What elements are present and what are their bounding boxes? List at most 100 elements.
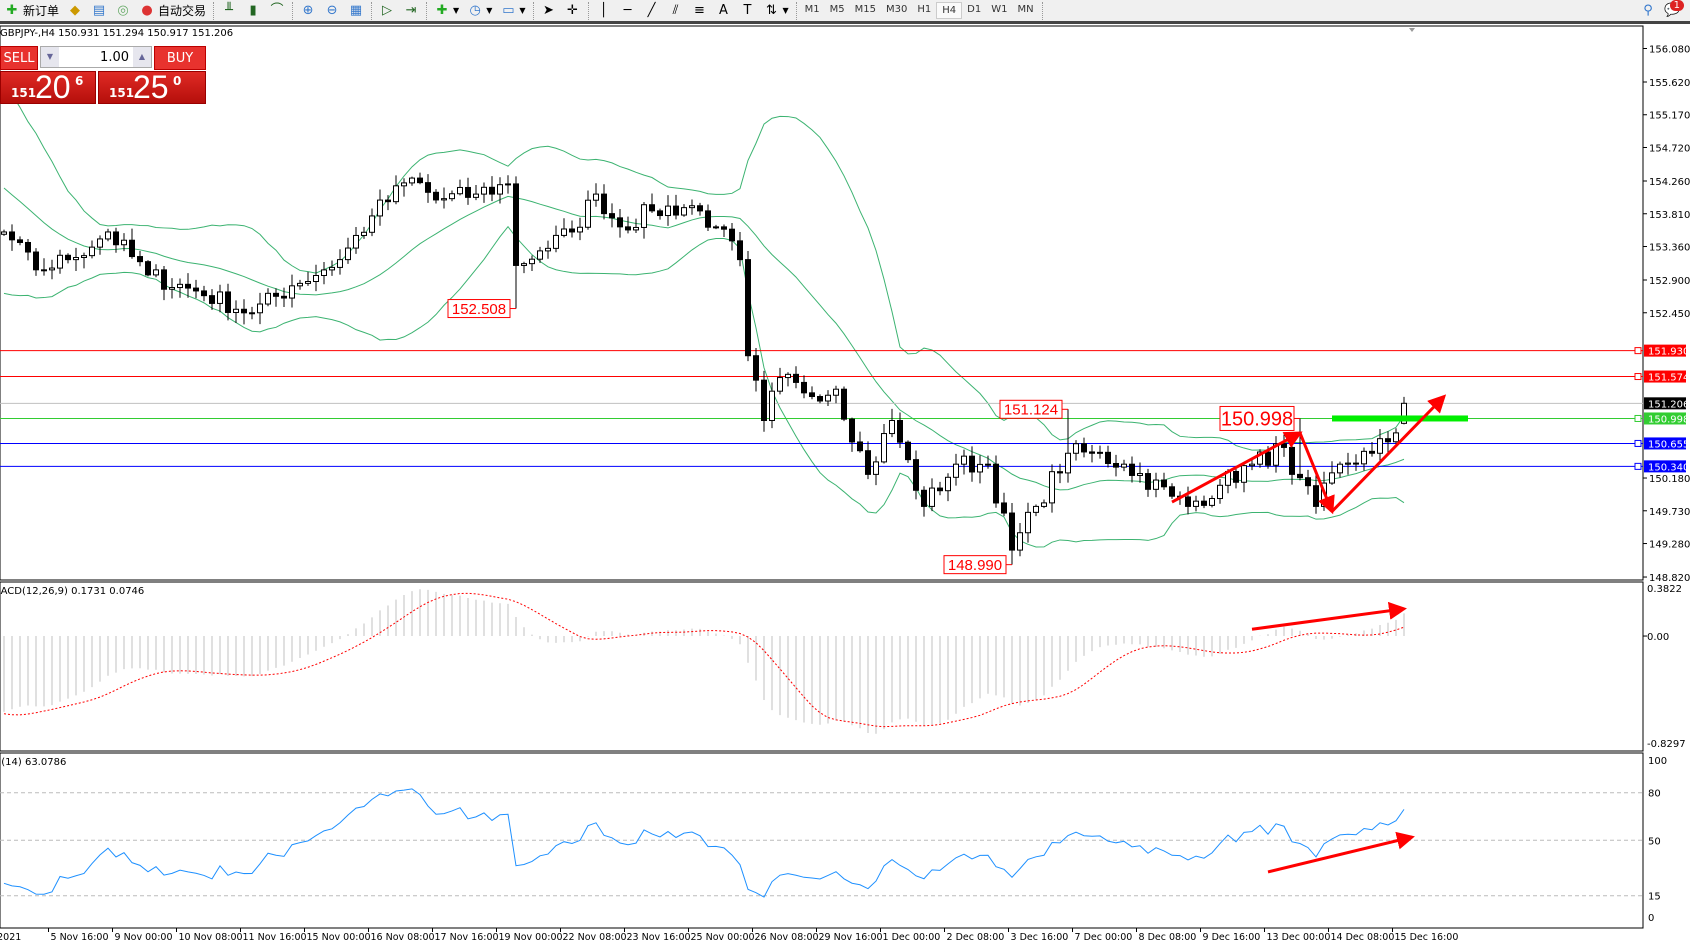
bullish-candle — [1257, 451, 1263, 465]
periods-button[interactable]: ◷ ▼ — [463, 0, 496, 22]
timeframe-w1[interactable]: W1 — [991, 4, 1008, 15]
text-label-icon: T — [743, 2, 752, 18]
lot-increase-button[interactable]: ▲ — [133, 47, 151, 67]
bearish-candle — [1009, 512, 1015, 551]
chart-shift-icon: ⇥ — [405, 2, 417, 18]
trendline-button[interactable]: ╱ — [640, 0, 664, 22]
price-line-label: 151.930 — [1648, 347, 1689, 358]
price-line-label-bg — [1644, 412, 1686, 425]
price-tick-label: 154.720 — [1649, 144, 1690, 155]
main-plot: 152.508 151.124 150.998 148.990 — [0, 82, 1643, 575]
timeframe-m15[interactable]: M15 — [854, 4, 877, 15]
horizontal-line-button[interactable]: ─ — [616, 0, 640, 22]
bearish-candle — [993, 463, 999, 504]
arrows-button[interactable]: ⇅ ▼ — [760, 0, 793, 22]
bearish-candle — [793, 373, 799, 383]
bearish-candle — [1385, 438, 1391, 443]
time-tick-label: 16 Nov 08:00 — [371, 932, 435, 941]
signals-button[interactable]: ◎ — [111, 0, 135, 22]
bullish-candle — [1073, 443, 1079, 454]
sell-button[interactable]: SELL — [0, 46, 38, 70]
bearish-candle — [1185, 496, 1191, 507]
templates-button[interactable]: ▭ ▼ — [502, 2, 526, 18]
chart-shift-button[interactable]: ⇥ — [399, 0, 423, 22]
price-tick-label: 152.900 — [1649, 276, 1690, 287]
rsi-label: RSI(14) 63.0786 — [0, 757, 66, 768]
bearish-candle — [385, 199, 391, 203]
trend-arrow — [1298, 432, 1335, 515]
bullish-candle — [289, 285, 295, 299]
bearish-candle — [801, 381, 807, 394]
tile-windows-button[interactable]: ▦ — [344, 0, 368, 22]
price-label: 150.998 — [1221, 409, 1293, 431]
bullish-candle — [1153, 479, 1159, 490]
indicators-button[interactable]: ✚ ▼ — [430, 0, 463, 22]
cursor-button[interactable]: ➤ — [537, 0, 561, 22]
zoom-in-button[interactable]: ⊕ — [296, 0, 320, 22]
price-tick-label: 156.080 — [1649, 45, 1690, 56]
gold-icon: ◆ — [70, 2, 81, 18]
timeframe-m30[interactable]: M30 — [886, 4, 908, 15]
price-label: 148.990 — [948, 557, 1002, 574]
clock-icon: ◷ — [469, 2, 481, 18]
bullish-candle — [577, 226, 583, 233]
price-tick-label: 149.280 — [1649, 540, 1690, 551]
lot-value: 1.00 — [100, 49, 129, 65]
chart-shift-marker-icon — [1409, 28, 1415, 32]
navigator-button[interactable]: ▤ — [87, 0, 111, 22]
bearish-candle — [601, 193, 607, 215]
crosshair-button[interactable]: ✛ — [561, 0, 585, 22]
channel-button[interactable]: ⫽ — [664, 0, 688, 22]
zoom-out-button[interactable]: ⊖ — [320, 0, 344, 22]
line-chart-button[interactable]: ⌒ — [265, 0, 289, 22]
timeframe-h4[interactable]: H4 — [936, 2, 963, 19]
bullish-candle — [81, 255, 87, 259]
bullish-candle — [537, 250, 543, 260]
bearish-candle — [137, 256, 143, 263]
price-label-box — [999, 399, 1063, 419]
bullish-candle — [553, 234, 559, 249]
price-line-label: 150.340 — [1648, 462, 1689, 473]
timeframe-m5[interactable]: M5 — [829, 4, 845, 15]
separator — [587, 1, 589, 20]
candlestick-button[interactable]: ▮ — [241, 0, 265, 22]
timeframe-m1[interactable]: M1 — [804, 4, 820, 15]
timeframe-h1[interactable]: H1 — [917, 4, 932, 15]
timeframe-d1[interactable]: D1 — [967, 4, 982, 15]
price-label-box — [1219, 405, 1295, 431]
new-order-button[interactable]: ✚ 新订单 — [0, 0, 63, 22]
bullish-candle — [929, 487, 935, 507]
price-line-label-bg — [1644, 460, 1686, 473]
fibonacci-button[interactable]: ≡ — [688, 0, 712, 22]
text-label-button[interactable]: T — [736, 0, 760, 22]
notifications-button[interactable]: 💬1 — [1660, 0, 1684, 22]
ask-price-button[interactable]: 151 25 0 — [98, 69, 206, 105]
bullish-candle — [633, 226, 639, 231]
macd-tick-label: 0.00 — [1647, 632, 1669, 643]
vertical-line-button[interactable]: │ — [592, 0, 616, 22]
bullish-candle — [73, 257, 79, 261]
time-tick-label: 5 Nov 16:00 — [51, 932, 109, 941]
bullish-candle — [1065, 452, 1071, 474]
market-watch-button[interactable]: ◆ — [63, 0, 87, 22]
bar-chart-button[interactable]: ╨ — [217, 0, 241, 22]
bearish-candle — [617, 217, 623, 228]
lot-size-input[interactable]: ▼ 1.00 ▲ — [40, 46, 152, 68]
auto-scroll-button[interactable]: ▷ — [375, 0, 399, 22]
bid-price-button[interactable]: 151 20 6 — [0, 69, 96, 105]
bearish-candle — [1353, 462, 1359, 465]
bearish-candle — [433, 191, 439, 201]
text-button[interactable]: A — [712, 0, 736, 22]
search-button[interactable]: ⚲ — [1636, 0, 1660, 22]
bearish-candle — [697, 205, 703, 212]
timeframe-mn[interactable]: MN — [1017, 4, 1034, 15]
bullish-candle — [153, 269, 159, 276]
lot-decrease-button[interactable]: ▼ — [41, 47, 59, 67]
bearish-candle — [649, 204, 655, 212]
rsi-tick-label: 100 — [1648, 756, 1667, 767]
buy-button[interactable]: BUY — [154, 46, 206, 70]
auto-trading-button[interactable]: ● 自动交易 — [135, 0, 210, 22]
bullish-candle — [1121, 463, 1127, 468]
zoom-in-icon: ⊕ — [302, 2, 314, 18]
